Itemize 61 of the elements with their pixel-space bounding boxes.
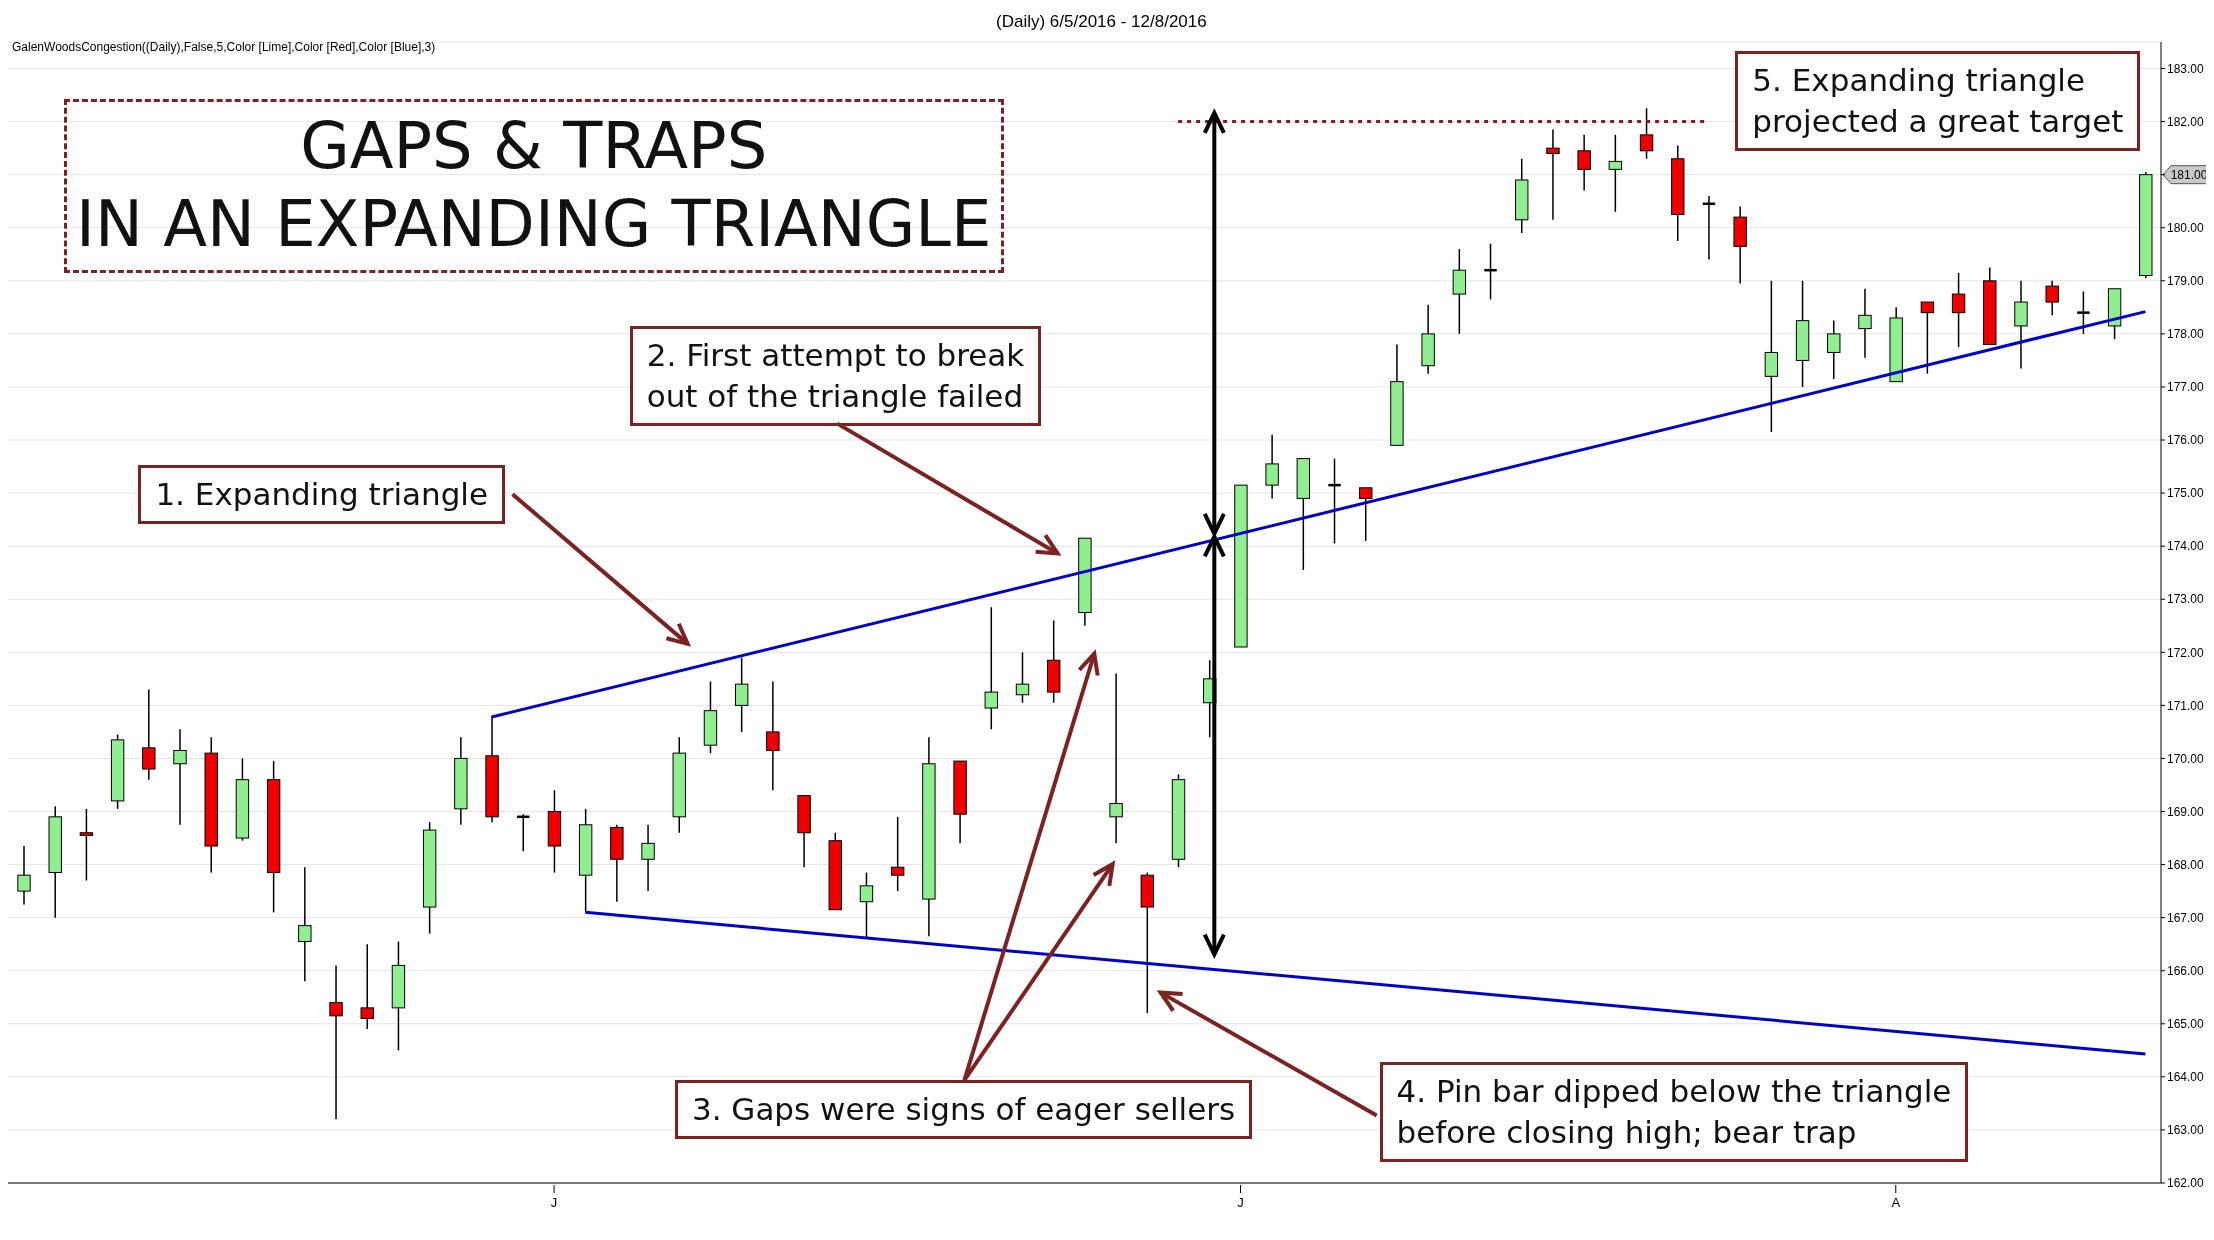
- callout-box: 4. Pin bar dipped below the triangle before closing high; bear trap: [1379, 1061, 1969, 1162]
- candlestick: [1359, 487, 1373, 542]
- candlestick: [1109, 672, 1123, 845]
- y-tick-label: 170.00: [2167, 751, 2205, 766]
- y-tick-label: 175.00: [2167, 486, 2205, 501]
- candlestick: [79, 808, 94, 882]
- candlestick: [1920, 301, 1935, 375]
- y-tick-label: 182.00: [2167, 114, 2205, 129]
- y-tick-label: 173.00: [2167, 592, 2205, 607]
- candlestick: [1546, 128, 1560, 221]
- candlestick: [890, 816, 905, 892]
- candlestick: [2014, 280, 2028, 370]
- y-tick-label: 179.00: [2167, 274, 2205, 289]
- candlestick: [1577, 134, 1591, 192]
- x-tick-label: J: [1237, 1195, 1244, 1210]
- candlestick: [173, 728, 187, 826]
- text: 181.00: [2170, 168, 2208, 183]
- candlestick: [142, 688, 156, 781]
- candlestick: [1639, 107, 1654, 160]
- candlestick: [984, 606, 998, 730]
- y-tick-label: 162.00: [2167, 1176, 2205, 1191]
- chart-title: (Daily) 6/5/2016 - 12/8/2016: [995, 12, 1208, 32]
- callout-box: 5. Expanding triangle projected a great target: [1735, 50, 2141, 151]
- candlestick: [641, 824, 655, 892]
- y-tick-label: 183.00: [2167, 61, 2205, 76]
- annotation: GalenWoodsCongestion((Daily),False,5,Color [Lime],Color [Red],Color [Blue],3): [12, 39, 436, 54]
- candlestick: [1265, 433, 1279, 500]
- candlestick: [1951, 272, 1966, 348]
- x-tick-label: J: [550, 1195, 558, 1210]
- y-tick-label: 177.00: [2167, 380, 2205, 395]
- candlestick: [2045, 280, 2059, 317]
- y-tick-label: 168.00: [2167, 857, 2205, 872]
- y-tick-label: 165.00: [2167, 1017, 2205, 1032]
- candlestick: [1764, 280, 1779, 433]
- y-tick-label: 169.00: [2167, 804, 2205, 819]
- candlestick: [1015, 651, 1030, 704]
- y-tick-label: 166.00: [2167, 963, 2205, 978]
- candlestick: [298, 866, 312, 983]
- y-tick-label: 172.00: [2167, 645, 2205, 660]
- candlestick: [1452, 248, 1467, 335]
- y-tick-label: 176.00: [2167, 433, 2205, 448]
- candlestick: [1608, 134, 1623, 213]
- callout-box: 3. Gaps were signs of eager sellers: [674, 1080, 1253, 1140]
- y-tick-label: 164.00: [2167, 1070, 2205, 1085]
- y-tick-label: 167.00: [2167, 910, 2205, 925]
- y-tick-label: 180.00: [2167, 221, 2205, 235]
- callout-box: 2. First attempt to break out of the triangle failed: [629, 326, 1042, 427]
- candlestick: [1858, 288, 1872, 359]
- candlestick: [766, 680, 780, 792]
- y-tick-label: 171.00: [2167, 698, 2205, 713]
- candlestick: [17, 845, 31, 906]
- candlestick: [734, 656, 749, 733]
- y-tick-label: 174.00: [2167, 539, 2205, 554]
- candlestick: [360, 943, 374, 1030]
- callout-box: 1. Expanding triangle: [138, 464, 506, 524]
- candlestick: [329, 964, 343, 1121]
- candlestick: [1827, 319, 1841, 380]
- y-tick-label: 178.00: [2167, 327, 2205, 342]
- candlestick: [2075, 290, 2091, 335]
- y-tick-label: 163.00: [2167, 1123, 2205, 1138]
- x-tick-label: A: [1891, 1195, 1901, 1210]
